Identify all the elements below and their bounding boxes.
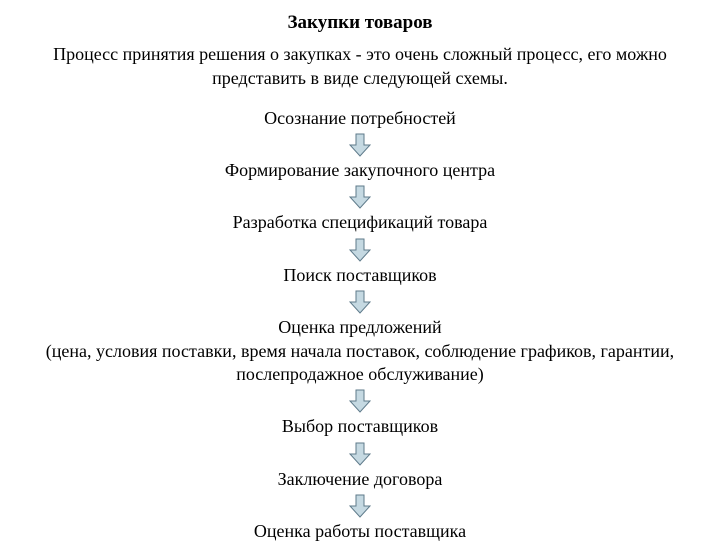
arrow-down-icon	[349, 389, 371, 413]
step-7: Заключение договора	[264, 468, 457, 491]
page-subtitle: Процесс принятия решения о закупках - эт…	[0, 42, 720, 91]
step-4: Поиск поставщиков	[269, 264, 450, 287]
arrow-down-icon	[349, 238, 371, 262]
arrow-down-icon	[349, 494, 371, 518]
step-5: Оценка предложений(цена, условия поставк…	[0, 316, 720, 386]
arrow-down-icon	[349, 290, 371, 314]
step-1: Осознание потребностей	[250, 107, 470, 130]
arrow-down-icon	[349, 185, 371, 209]
arrow-down-icon	[349, 442, 371, 466]
step-3: Разработка спецификаций товара	[219, 211, 502, 234]
step-2: Формирование закупочного центра	[211, 159, 509, 182]
step-6: Выбор поставщиков	[268, 415, 452, 438]
flowchart-container: Закупки товаров Процесс принятия решения…	[0, 12, 720, 544]
page-title: Закупки товаров	[287, 12, 432, 34]
arrow-down-icon	[349, 133, 371, 157]
